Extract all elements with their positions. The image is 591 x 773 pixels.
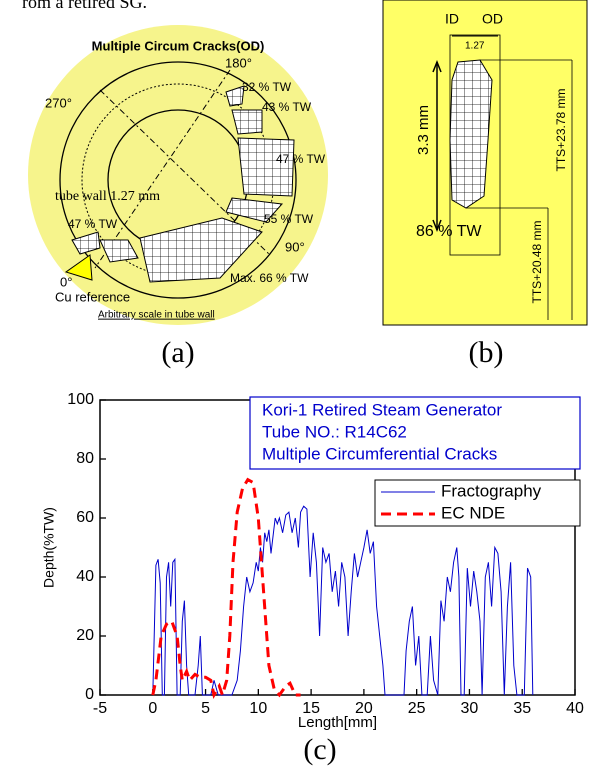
panel-b: ID OD 1.27 3.3 mm 86 % TW TTS+23.78 mm T…: [382, 0, 588, 326]
crack-label: Max. 66 % TW: [230, 271, 309, 285]
cracks: [71, 85, 295, 283]
y-tick-label: 40: [76, 568, 94, 585]
panel-label: (b): [469, 336, 504, 369]
y-tick-label: 100: [67, 391, 94, 408]
x-tick-label: -5: [93, 700, 107, 717]
crack-label: 32 % TW: [242, 80, 292, 94]
x-tick-label: 15: [302, 700, 320, 717]
arrow-heads: [432, 59, 442, 233]
id-label: ID: [445, 11, 459, 27]
crack-shape: [449, 59, 493, 209]
x-tick-label: 30: [461, 700, 479, 717]
depth-label: 86 % TW: [416, 223, 482, 240]
top-position: TTS+23.78 mm: [554, 88, 568, 171]
y-tick-label: 0: [85, 686, 94, 703]
reference-label: Cu reference: [55, 289, 130, 304]
length-label: 3.3 mm: [415, 105, 432, 155]
panel-title: Multiple Circum Cracks(OD): [92, 38, 265, 53]
y-tick-label: 20: [76, 627, 94, 644]
od-label: OD: [482, 11, 503, 27]
bottom-position: TTS+20.48 mm: [530, 220, 544, 303]
crack-label: 43 % TW: [262, 100, 312, 114]
x-axis-label: Length[mm]: [298, 714, 377, 731]
axis-line: [94, 69, 231, 269]
caption-fragment: rom a retired SG.: [22, 0, 147, 12]
angle-label: 90°: [285, 239, 305, 254]
annotation-text: Kori-1 Retired Steam Generator: [262, 400, 502, 419]
annotation-text: Multiple Circumferential Cracks: [262, 444, 497, 463]
legend-label: Fractography: [441, 481, 542, 500]
panel-label: (c): [303, 733, 336, 766]
crack-label: 55 % TW: [264, 212, 314, 226]
chart: -5 0 5 10 15 20 25 30 35 40020406080100Length[mm]…: [41, 391, 584, 731]
legend-label: EC NDE: [441, 503, 505, 522]
x-tick-label: 40: [566, 700, 584, 717]
outer-wall: [59, 61, 297, 299]
annotation-text: Tube NO.: R14C62: [262, 422, 407, 441]
y-axis-label: Depth(%TW): [41, 507, 57, 588]
scale-note: Arbitrary scale in tube wall: [98, 310, 215, 321]
x-tick-label: 35: [513, 700, 531, 717]
annotation-box: [249, 396, 581, 470]
series-line: [152, 505, 534, 696]
legend-box: [374, 479, 581, 527]
wall-label: tube wall 1.27 mm: [55, 189, 160, 204]
angle-label: 0°: [60, 274, 72, 289]
y-tick-label: 80: [76, 450, 94, 467]
y-tick-label: 60: [76, 509, 94, 526]
x-tick-label: 10: [249, 700, 267, 717]
background-disc: [28, 25, 328, 325]
panel-a: Multiple Circum Cracks(OD) 180° 270° 90°…: [28, 25, 328, 325]
cu-marker: [64, 254, 93, 281]
crack-label: 47 % TW: [276, 152, 326, 166]
angle-label: 270°: [45, 95, 72, 110]
thickness-label: 1.27: [465, 41, 485, 52]
angle-label: 180°: [225, 55, 252, 70]
x-tick-label: 5: [201, 700, 210, 717]
x-tick-label: 20: [355, 700, 373, 717]
crack-label: 47 % TW: [68, 217, 118, 231]
x-tick-label: 0: [148, 700, 157, 717]
series-line: [151, 477, 301, 700]
x-tick-label: 25: [408, 700, 426, 717]
panel-label: (a): [161, 336, 194, 369]
